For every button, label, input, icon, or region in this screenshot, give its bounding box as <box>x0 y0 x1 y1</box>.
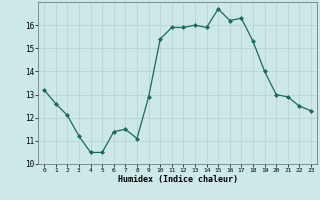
X-axis label: Humidex (Indice chaleur): Humidex (Indice chaleur) <box>118 175 238 184</box>
